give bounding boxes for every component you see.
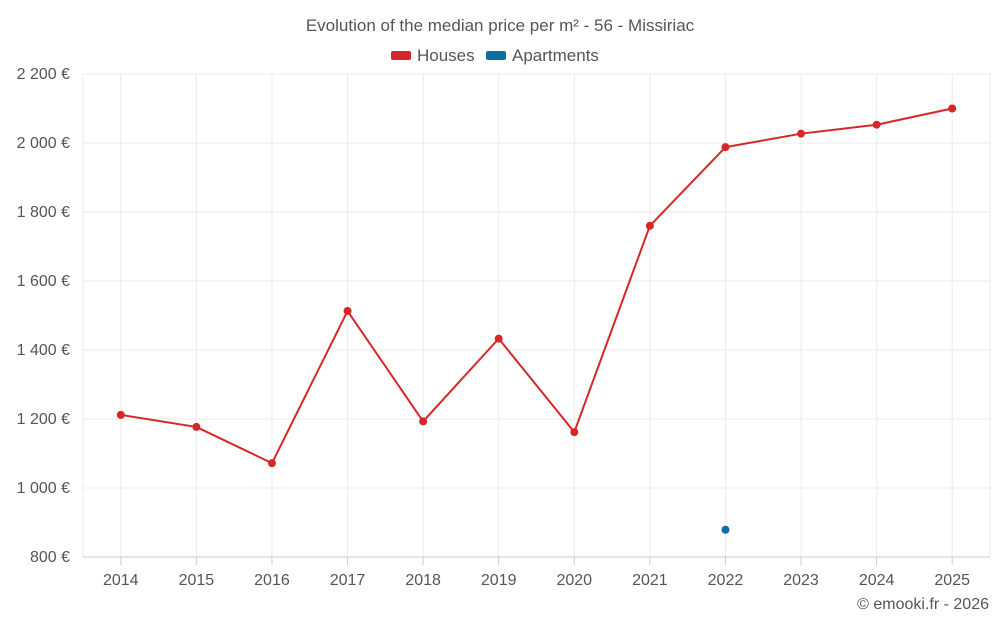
legend-label-apartments: Apartments [512, 46, 599, 65]
x-tick-label: 2015 [179, 572, 215, 589]
data-point-houses[interactable] [948, 104, 957, 113]
x-tick-label: 2020 [556, 572, 592, 589]
x-tick-label: 2018 [405, 572, 441, 589]
x-tick-label: 2014 [103, 572, 139, 589]
legend-label-houses: Houses [417, 46, 475, 65]
x-tick-label: 2023 [783, 572, 819, 589]
data-point-apartments[interactable] [721, 525, 730, 534]
y-tick-label: 1 600 € [17, 273, 70, 290]
data-point-houses[interactable] [797, 129, 806, 138]
y-tick-label: 800 € [30, 549, 70, 566]
data-point-houses[interactable] [192, 422, 201, 431]
credit-text: © emooki.fr - 2026 [857, 596, 989, 613]
data-point-houses[interactable] [419, 417, 428, 426]
x-tick-label: 2024 [859, 572, 895, 589]
x-tick-label: 2021 [632, 572, 668, 589]
data-point-houses[interactable] [494, 334, 503, 343]
legend-swatch-houses [391, 51, 411, 60]
y-tick-label: 1 000 € [17, 480, 70, 497]
data-point-houses[interactable] [116, 410, 125, 419]
series-line-houses [120, 107, 953, 465]
data-point-houses[interactable] [872, 120, 881, 129]
x-tick-label: 2019 [481, 572, 517, 589]
y-tick-label: 1 400 € [17, 342, 70, 359]
legend-item-houses[interactable]: Houses [391, 46, 475, 65]
x-tick-label: 2016 [254, 572, 290, 589]
data-point-houses[interactable] [721, 143, 730, 152]
x-tick-label: 2025 [934, 572, 970, 589]
chart-title: Evolution of the median price per m² - 5… [306, 16, 695, 35]
axes: 800 € 1 000 € 1 200 € 1 400 € 1 600 € 1 800 €… [17, 66, 990, 589]
x-tick-label: 2022 [708, 572, 744, 589]
y-tick-label: 1 200 € [17, 411, 70, 428]
series [116, 104, 957, 534]
data-point-houses[interactable] [645, 221, 654, 230]
y-tick-label: 1 800 € [17, 204, 70, 221]
data-point-houses[interactable] [570, 428, 579, 437]
y-tick-label: 2 000 € [17, 135, 70, 152]
legend: Houses Apartments [391, 46, 599, 65]
legend-swatch-apartments [486, 51, 506, 60]
data-point-houses[interactable] [267, 459, 276, 468]
x-tick-label: 2017 [330, 572, 366, 589]
legend-item-apartments[interactable]: Apartments [486, 46, 599, 65]
data-point-houses[interactable] [343, 307, 352, 316]
grid [82, 73, 991, 557]
y-tick-label: 2 200 € [17, 66, 70, 83]
